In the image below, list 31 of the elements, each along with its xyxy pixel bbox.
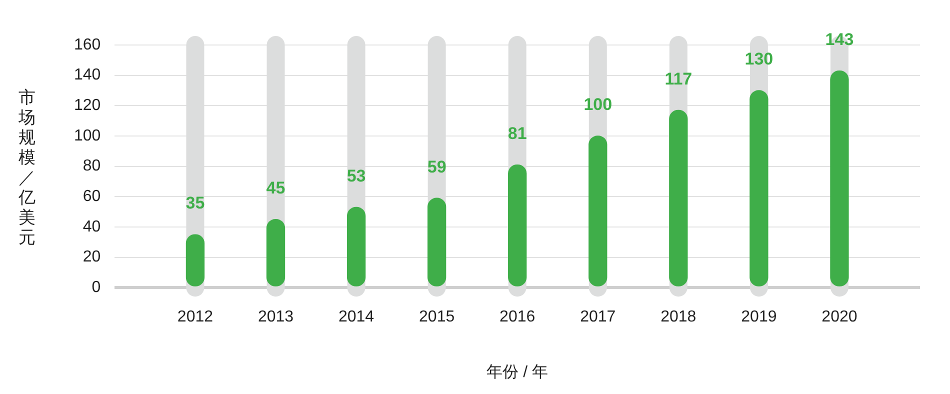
x-tick-label: 2015 (419, 308, 455, 326)
x-tick-label: 2014 (338, 308, 374, 326)
y-tick-label: 60 (82, 188, 101, 206)
data-label: 35 (186, 194, 205, 213)
y-tick-label: 0 (92, 279, 101, 296)
y-tick-label: 120 (74, 97, 101, 114)
x-tick-label: 2019 (741, 308, 777, 326)
data-label: 143 (825, 30, 854, 49)
y-tick-label: 20 (82, 248, 101, 266)
bar (346, 206, 366, 286)
x-tick-label: 2017 (580, 308, 616, 326)
x-tick-label: 2013 (258, 308, 294, 326)
x-axis-title: 年份 / 年 (486, 364, 548, 381)
x-tick-label: 2016 (500, 308, 536, 326)
x-tick-label: 2012 (177, 308, 214, 326)
bar (266, 219, 286, 286)
y-axis-title: 市场规模／亿美元 (18, 88, 36, 248)
y-tick-label: 160 (74, 36, 101, 54)
data-label: 130 (744, 50, 774, 69)
y-tick-label: 40 (82, 218, 101, 236)
x-tick-label: 2018 (660, 308, 696, 326)
y-tick-label: 140 (74, 66, 101, 84)
data-label: 59 (427, 157, 446, 176)
y-tick-label: 100 (74, 127, 101, 144)
data-label: 53 (346, 166, 366, 186)
data-label: 100 (584, 95, 612, 114)
y-tick-label: 80 (82, 158, 101, 175)
x-tick-label: 2020 (822, 308, 858, 326)
data-label: 81 (508, 124, 527, 143)
data-label: 117 (664, 69, 692, 88)
data-label: 45 (266, 178, 286, 198)
